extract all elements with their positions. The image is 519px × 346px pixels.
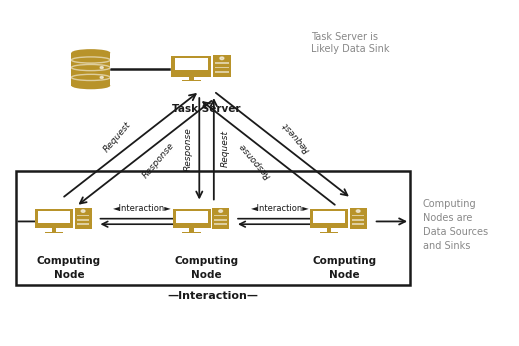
Text: ◄Interaction►: ◄Interaction►	[251, 204, 310, 213]
FancyBboxPatch shape	[75, 208, 91, 229]
Bar	[215, 71, 228, 73]
Text: Node: Node	[191, 270, 222, 280]
Bar	[214, 215, 227, 216]
Bar	[215, 62, 228, 64]
Bar	[16, 171, 410, 285]
Circle shape	[100, 66, 103, 69]
Circle shape	[100, 76, 103, 79]
FancyBboxPatch shape	[175, 211, 208, 223]
Text: Request: Request	[221, 130, 230, 167]
Bar	[320, 231, 338, 233]
Bar	[172, 73, 211, 76]
Bar	[183, 231, 201, 233]
FancyBboxPatch shape	[350, 208, 366, 229]
Ellipse shape	[71, 49, 110, 56]
Bar	[36, 225, 73, 228]
Text: Response: Response	[237, 141, 272, 180]
FancyBboxPatch shape	[38, 211, 70, 223]
Circle shape	[220, 57, 224, 60]
Bar	[327, 228, 332, 231]
FancyBboxPatch shape	[174, 58, 208, 71]
Text: ◄Interaction►: ◄Interaction►	[113, 204, 172, 213]
Text: Node: Node	[329, 270, 360, 280]
FancyBboxPatch shape	[212, 208, 229, 229]
Text: Response: Response	[183, 127, 193, 171]
FancyBboxPatch shape	[310, 209, 348, 228]
Bar	[215, 67, 228, 69]
Circle shape	[218, 210, 223, 212]
Text: Request: Request	[280, 120, 311, 154]
Bar	[77, 219, 89, 221]
Text: Computing: Computing	[174, 256, 239, 266]
Text: Computing: Computing	[37, 256, 101, 266]
Text: Task Server: Task Server	[172, 104, 241, 114]
Bar	[77, 224, 89, 225]
Text: Request: Request	[102, 120, 133, 154]
FancyBboxPatch shape	[35, 209, 73, 228]
FancyBboxPatch shape	[173, 209, 211, 228]
Text: Node: Node	[53, 270, 85, 280]
Text: Response: Response	[141, 141, 176, 180]
Bar	[189, 76, 194, 80]
Bar	[214, 219, 227, 221]
Bar	[352, 215, 364, 216]
Bar	[352, 219, 364, 221]
FancyBboxPatch shape	[313, 211, 345, 223]
Bar	[214, 224, 227, 225]
Bar	[173, 225, 210, 228]
Bar	[52, 228, 57, 231]
Bar	[77, 215, 89, 216]
Circle shape	[81, 210, 85, 212]
Bar	[45, 231, 63, 233]
Text: —Interaction—: —Interaction—	[167, 291, 258, 301]
Text: Computing
Nodes are
Data Sources
and Sinks: Computing Nodes are Data Sources and Sin…	[423, 199, 488, 251]
Circle shape	[356, 210, 360, 212]
Bar	[311, 225, 348, 228]
Bar	[352, 224, 364, 225]
Text: Task Server is
Likely Data Sink: Task Server is Likely Data Sink	[311, 33, 390, 54]
Bar	[182, 80, 201, 81]
Bar	[189, 228, 194, 231]
Ellipse shape	[71, 82, 110, 89]
FancyBboxPatch shape	[213, 55, 230, 77]
Bar	[71, 53, 110, 86]
FancyBboxPatch shape	[171, 56, 211, 76]
Text: Computing: Computing	[312, 256, 376, 266]
